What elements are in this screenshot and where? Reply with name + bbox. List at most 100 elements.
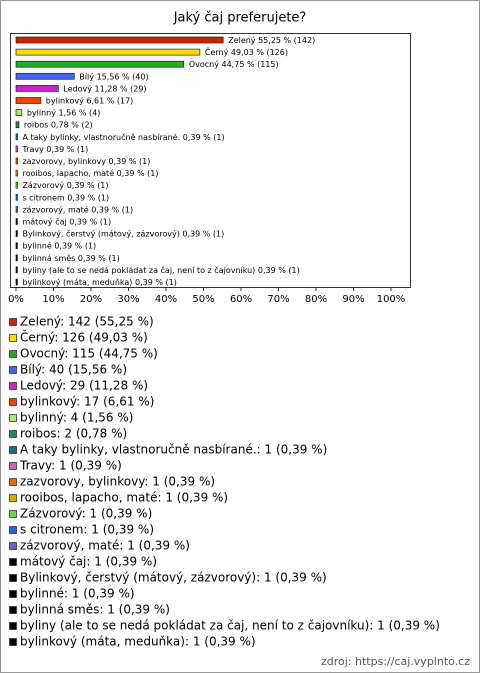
bar-label-value: 0,39 % (1) [67, 193, 109, 202]
x-tick-label: 90% [342, 294, 364, 305]
bar-label-name: Ledový [63, 84, 92, 93]
legend-swatch [9, 574, 17, 582]
legend-swatch [9, 526, 17, 534]
legend-swatch [9, 398, 17, 406]
legend-label: s citronem: 1 (0,39 %) [20, 523, 154, 537]
bar-label: Ledový 11,28 % (29) [63, 84, 146, 93]
bar-label-name: Travy [21, 144, 44, 153]
bar-label-value: 0,39 % (1) [258, 265, 300, 274]
bar-label-name: bylinkový (máta, meduňka) [22, 277, 132, 287]
bar-label-name: zazvorovy, bylinkovy [22, 157, 106, 166]
legend-label: Zázvorový: 1 (0,39 %) [20, 507, 152, 521]
legend-swatch [9, 638, 17, 646]
bar-label-value: 0,39 % (1) [67, 181, 109, 190]
bar-label: Travy 0,39 % (1) [21, 144, 88, 153]
bar [15, 60, 185, 68]
bar [15, 230, 18, 237]
x-tick-label: 10% [42, 294, 64, 305]
legend-swatch [9, 622, 17, 630]
bar-label: bylinná směs 0,39 % (1) [22, 253, 119, 262]
bar-label-name: Zelený [228, 36, 256, 45]
bar-label: roibos 0,78 % (2) [24, 120, 93, 129]
legend-label: bylinkový (máta, meduňka): 1 (0,39 %) [20, 635, 256, 649]
bar-label: rooibos, lapacho, maté 0,39 % (1) [22, 168, 158, 178]
bar-label-value: 0,39 % (1) [78, 253, 120, 262]
legend-label: A taky bylinky, vlastnoručně nasbírané.:… [20, 443, 327, 457]
x-tick-label: 0% [8, 294, 24, 305]
bar [15, 145, 18, 153]
legend-swatch [9, 462, 17, 470]
x-tick-label: 30% [117, 294, 139, 305]
x-tick-label: 80% [305, 294, 327, 305]
bar-label: Bylinkový, čerstvý (mátový, zázvorový) 0… [22, 228, 224, 238]
legend-label: mátový čaj: 1 (0,39 %) [20, 555, 157, 569]
bar [15, 278, 18, 286]
legend-swatch [9, 494, 17, 502]
bar-label-value: 49,03 % (126) [231, 48, 288, 57]
legend-label: bylinkový: 17 (6,61 %) [20, 395, 154, 409]
bar-label-value: 44,75 % (115) [222, 60, 279, 69]
bar [15, 218, 18, 225]
bar-label-name: roibos [24, 120, 48, 129]
x-tick-label: 100% [377, 294, 406, 305]
bar-label-value: 6,61 % (17) [86, 96, 133, 105]
legend-label: Ovocný: 115 (44,75 %) [20, 347, 158, 361]
bar [15, 206, 18, 213]
legend-swatch [9, 382, 17, 390]
bar-label-value: 0,39 % (1) [117, 169, 159, 178]
legend-label: zazvorovy, bylinkovy: 1 (0,39 %) [20, 475, 215, 489]
legend-swatch [9, 478, 17, 486]
legend-swatch [9, 430, 17, 438]
bar-label-name: rooibos, lapacho, maté [22, 168, 114, 178]
bar-label-name: s citronem [22, 193, 64, 202]
bar-label-value: 0,39 % (1) [183, 132, 225, 141]
bar-label-value: 0,39 % (1) [91, 205, 133, 214]
bar-label-value: 0,39 % (1) [46, 144, 88, 153]
bar [15, 193, 18, 201]
bar-label-name: zázvorový, maté [22, 204, 88, 214]
bar-label-value: 0,39 % (1) [182, 229, 224, 238]
source: zdroj: https://caj.vyplnto.cz [321, 655, 470, 668]
legend-swatch [9, 414, 17, 422]
bar [15, 169, 18, 177]
bar [15, 85, 59, 92]
legend-label: roibos: 2 (0,78 %) [20, 427, 127, 441]
bar [15, 97, 42, 104]
bar-label-name: Bylinkový, čerstvý (mátový, zázvorový) [22, 228, 179, 238]
bar [15, 72, 75, 80]
bar-label: byliny (ale to se nedá pokládat za čaj, … [22, 264, 299, 274]
bar [15, 254, 18, 262]
bar-label: bylinné 0,39 % (1) [22, 240, 96, 250]
x-tick-label: 50% [192, 294, 214, 305]
legend-label: bylinný: 4 (1,56 %) [20, 411, 133, 425]
bar [15, 36, 224, 44]
legend-label: Ledový: 29 (11,28 %) [20, 379, 148, 393]
legend-label: rooibos, lapacho, maté: 1 (0,39 %) [20, 491, 228, 505]
bar-label: s citronem 0,39 % (1) [22, 193, 109, 202]
bar [15, 181, 18, 189]
bar-label-name: byliny (ale to se nedá pokládat za čaj, … [22, 264, 255, 274]
bar-label-value: 0,39 % (1) [135, 278, 177, 287]
bar-label-value: 55,25 % (142) [258, 36, 315, 45]
bar-label: bylinkový 6,61 % (17) [46, 96, 134, 105]
legend-label: Bílý: 40 (15,56 %) [20, 363, 127, 377]
bar-label: Zázvorový 0,39 % (1) [22, 181, 108, 190]
bar-label-value: 15,56 % (40) [97, 72, 149, 81]
legend-swatch [9, 318, 17, 326]
bar-label: zázvorový, maté 0,39 % (1) [22, 204, 133, 214]
bar-label: Zelený 55,25 % (142) [228, 36, 315, 45]
bar-label: A taky bylinky, vlastnoručně nasbírané. … [22, 131, 224, 141]
legend-swatch [9, 590, 17, 598]
legend-swatch [9, 366, 17, 374]
x-tick-label: 70% [267, 294, 289, 305]
legend-swatch [9, 350, 17, 358]
chart-title: Jaký čaj preferujete? [173, 11, 307, 26]
bar-label-name: Bílý [79, 72, 94, 81]
bar-label-name: Ovocný [189, 60, 219, 69]
bar-label: zazvorovy, bylinkovy 0,39 % (1) [22, 157, 150, 166]
x-tick-label: 20% [80, 294, 102, 305]
legend-label: Černý: 126 (49,03 %) [20, 330, 148, 345]
bar-label-value: 11,28 % (29) [95, 84, 147, 93]
bar [15, 133, 18, 141]
